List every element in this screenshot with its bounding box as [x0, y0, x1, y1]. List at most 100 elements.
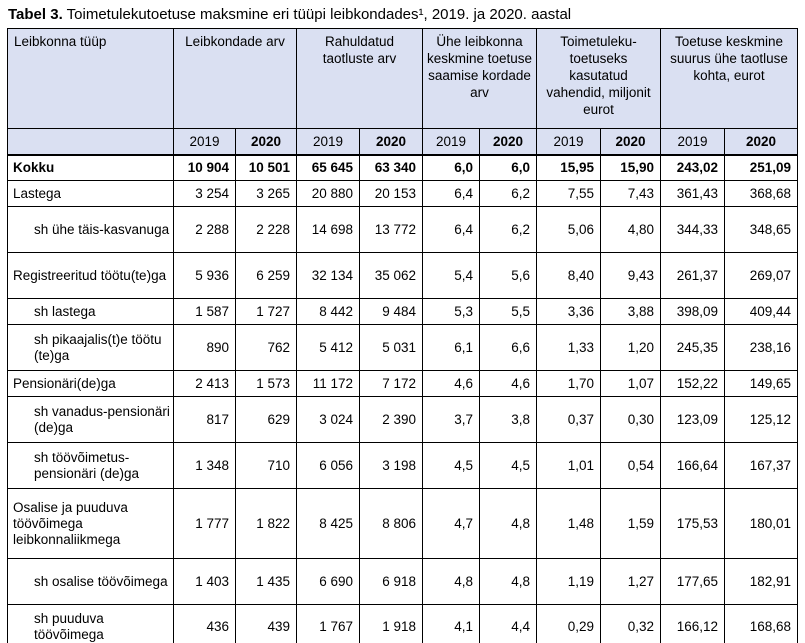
data-cell: 3,8 [479, 396, 538, 443]
data-cell: 1,19 [536, 558, 602, 605]
data-cell: 167,37 [724, 442, 799, 489]
table-row: sh töövõimetus-pensionäri (de)ga 1 348 710… [7, 442, 799, 489]
data-cell: 348,65 [724, 206, 799, 253]
data-cell: 8,40 [536, 252, 602, 299]
data-cell: 4,7 [422, 488, 481, 559]
data-cell: 1 587 [173, 298, 236, 325]
data-cell: 409,44 [724, 298, 799, 325]
data-cell: 1 573 [234, 370, 298, 397]
data-cell: 32 134 [296, 252, 361, 299]
data-cell: 4,5 [422, 442, 481, 489]
data-cell: 6,4 [422, 180, 481, 207]
row-label: sh pikaajalis(t)e töötu (te)ga [7, 324, 174, 371]
table-row: sh lastega 1 587 1 727 8 442 9 484 5,3 5,5 3,36… [7, 298, 799, 325]
data-cell: 6 690 [296, 558, 361, 605]
year-header-2019: 2019 [536, 128, 602, 155]
year-header-row: 2019 2020 2019 2020 2019 2020 2019 2020 … [7, 128, 799, 155]
data-cell: 182,91 [724, 558, 799, 605]
table-row: Registreeritud töötu(te)ga 5 936 6 259 32 1… [7, 252, 799, 299]
data-cell: 1,70 [536, 370, 602, 397]
year-header-2020: 2020 [724, 128, 799, 155]
data-cell: 1,20 [600, 324, 662, 371]
data-cell: 3 024 [296, 396, 361, 443]
data-cell: 5 412 [296, 324, 361, 371]
group-header-funds: Toimetuleku-toetuseks kasutatud vahendid… [536, 28, 662, 129]
row-label: sh vanadus-pensionäri (de)ga [7, 396, 174, 443]
year-header-2020: 2020 [359, 128, 424, 155]
data-cell: 5,6 [479, 252, 538, 299]
data-cell: 7,55 [536, 180, 602, 207]
data-cell: 180,01 [724, 488, 799, 559]
data-cell: 8 425 [296, 488, 361, 559]
data-cell: 5 936 [173, 252, 236, 299]
data-cell: 361,43 [660, 180, 726, 207]
data-cell: 3,36 [536, 298, 602, 325]
data-cell: 261,37 [660, 252, 726, 299]
data-cell: 4,6 [422, 370, 481, 397]
row-label: sh puuduva töövõimega [7, 604, 174, 643]
row-label: sh lastega [7, 298, 174, 325]
group-header-avg-size: Toetuse keskmine suurus ühe taotluse koh… [660, 28, 799, 129]
data-cell: 1 403 [173, 558, 236, 605]
data-cell: 1 435 [234, 558, 298, 605]
data-cell: 4,1 [422, 604, 481, 643]
data-cell: 125,12 [724, 396, 799, 443]
group-header-households: Leibkondade arv [172, 28, 298, 129]
data-cell: 20 880 [296, 180, 361, 207]
table-row: Osalise ja puuduva töövõimega leibkonnal… [7, 488, 799, 559]
data-cell: 8 442 [296, 298, 361, 325]
table-row: sh ühe täis-kasvanuga 2 288 2 228 14 698 13 … [7, 206, 799, 253]
data-cell: 8 806 [359, 488, 424, 559]
data-cell: 398,09 [660, 298, 726, 325]
data-cell: 2 288 [173, 206, 236, 253]
data-cell: 439 [234, 604, 298, 643]
group-header-avg-times: Ühe leibkonna keskmine toetuse saamise k… [422, 28, 538, 129]
data-cell: 436 [173, 604, 236, 643]
data-cell: 175,53 [660, 488, 726, 559]
data-cell: 0,54 [600, 442, 662, 489]
data-cell: 1 348 [173, 442, 236, 489]
data-cell: 762 [234, 324, 298, 371]
row-label: sh osalise töövõimega [7, 558, 174, 605]
data-cell: 2 413 [173, 370, 236, 397]
data-cell: 1 822 [234, 488, 298, 559]
data-cell: 10 501 [234, 154, 298, 181]
row-label: Registreeritud töötu(te)ga [7, 252, 174, 299]
data-cell: 5,4 [422, 252, 481, 299]
data-cell: 149,65 [724, 370, 799, 397]
data-cell: 3,7 [422, 396, 481, 443]
data-cell: 3 254 [173, 180, 236, 207]
data-cell: 14 698 [296, 206, 361, 253]
table-caption-number: Tabel 3. [8, 6, 63, 23]
data-cell: 35 062 [359, 252, 424, 299]
data-cell: 245,35 [660, 324, 726, 371]
table-body: Kokku 10 904 10 501 65 645 63 340 6,0 6,0 15,95… [7, 154, 799, 643]
table-row: Kokku 10 904 10 501 65 645 63 340 6,0 6,0 15,95… [7, 154, 799, 181]
data-cell: 3 198 [359, 442, 424, 489]
table-row: sh pikaajalis(t)e töötu (te)ga 890 762 5 41… [7, 324, 799, 371]
year-header-2020: 2020 [234, 128, 298, 155]
data-cell: 1,07 [600, 370, 662, 397]
data-cell: 269,07 [724, 252, 799, 299]
data-cell: 6,0 [422, 154, 481, 181]
data-cell: 710 [234, 442, 298, 489]
data-cell: 0,30 [600, 396, 662, 443]
data-cell: 1,33 [536, 324, 602, 371]
data-cell: 6,1 [422, 324, 481, 371]
data-cell: 177,65 [660, 558, 726, 605]
row-label: Pensionäri(de)ga [7, 370, 174, 397]
data-cell: 6,2 [479, 206, 538, 253]
data-cell: 6 056 [296, 442, 361, 489]
data-cell: 7 172 [359, 370, 424, 397]
data-cell: 3 265 [234, 180, 298, 207]
year-header-2019: 2019 [422, 128, 481, 155]
data-cell: 4,8 [479, 558, 538, 605]
row-label: sh töövõimetus-pensionäri (de)ga [7, 442, 174, 489]
data-cell: 6 918 [359, 558, 424, 605]
data-cell: 4,6 [479, 370, 538, 397]
data-cell: 10 904 [173, 154, 236, 181]
data-cell: 11 172 [296, 370, 361, 397]
data-cell: 0,32 [600, 604, 662, 643]
data-cell: 166,12 [660, 604, 726, 643]
data-cell: 4,8 [479, 488, 538, 559]
